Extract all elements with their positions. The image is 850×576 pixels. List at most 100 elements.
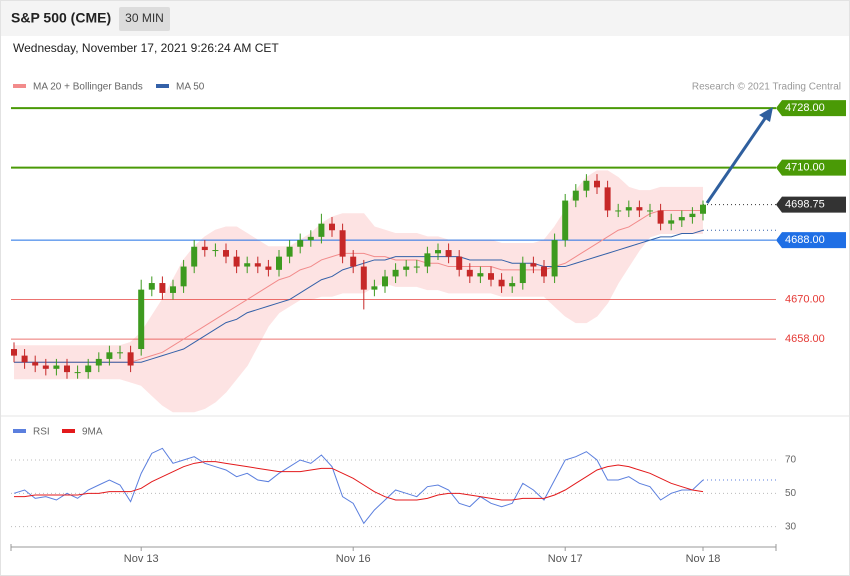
- candle-body: [180, 266, 187, 287]
- candle-body: [170, 286, 176, 293]
- y-tick-label: 50: [785, 488, 797, 499]
- candle-body: [689, 213, 696, 218]
- candle-body: [477, 273, 484, 277]
- level-tag: [776, 159, 846, 176]
- candle-body: [392, 269, 399, 277]
- level-label: 4688.00: [785, 234, 825, 246]
- candle-body: [138, 289, 145, 350]
- candle-body: [678, 217, 685, 221]
- level-label: 4710.00: [785, 161, 825, 173]
- x-tick-label: Nov 17: [548, 553, 583, 565]
- interval-button[interactable]: [119, 7, 170, 31]
- candle-body: [21, 355, 28, 363]
- candle-body: [647, 210, 653, 212]
- candle-body: [519, 263, 526, 284]
- level-tag: [776, 232, 846, 249]
- forecast-arrowhead: [759, 107, 773, 122]
- candle-body: [360, 266, 367, 290]
- candle-body: [350, 256, 357, 267]
- level-tag: [776, 196, 846, 213]
- legend-swatch: [13, 84, 26, 88]
- level-label: 4658.00: [785, 333, 825, 345]
- candle-body: [254, 263, 261, 267]
- x-tick-label: Nov 13: [124, 553, 159, 565]
- candle-body: [307, 236, 314, 241]
- candle-body: [233, 256, 240, 267]
- level-label: 4670.00: [785, 293, 825, 305]
- candle-body: [424, 253, 431, 267]
- candle-body: [572, 190, 579, 201]
- candle-body: [191, 246, 198, 267]
- candle-body: [106, 352, 113, 359]
- candle-body: [466, 269, 473, 277]
- candle-body: [201, 246, 208, 251]
- candle-body: [583, 180, 590, 191]
- candle-body: [53, 365, 60, 369]
- legend-label: MA 50: [176, 82, 205, 93]
- candle-body: [541, 266, 547, 277]
- bollinger-fill: [14, 170, 703, 412]
- y-tick-label: 30: [785, 521, 797, 532]
- candle-body: [435, 250, 441, 254]
- candle-body: [488, 273, 494, 280]
- candle-body: [657, 210, 664, 224]
- candle-body: [148, 283, 155, 290]
- candle-body: [32, 362, 39, 366]
- candle-body: [403, 266, 410, 270]
- bollinger-upper: [14, 170, 703, 347]
- candle-body: [530, 263, 537, 267]
- candle-body: [85, 365, 92, 373]
- candle-body: [117, 352, 123, 354]
- candle-body: [11, 349, 17, 356]
- candle-body: [276, 256, 282, 270]
- timestamp: Wednesday, November 17, 2021 9:26:24 AM …: [13, 41, 279, 55]
- candle-body: [456, 256, 463, 270]
- candle-body: [223, 250, 229, 257]
- legend-label: MA 20 + Bollinger Bands: [33, 82, 143, 93]
- attribution: Research © 2021 Trading Central: [692, 82, 841, 93]
- candle-body: [604, 187, 611, 211]
- legend-label: RSI: [33, 427, 50, 438]
- candle-body: [95, 358, 102, 366]
- legend-swatch: [156, 84, 169, 88]
- candle-body: [127, 352, 134, 366]
- candle-body: [668, 220, 675, 224]
- candle-body: [615, 210, 622, 212]
- candle-body: [74, 372, 81, 374]
- candle-body: [64, 365, 70, 373]
- interval-label: 30 MIN: [125, 11, 164, 25]
- candle-body: [625, 207, 632, 211]
- candle-body: [339, 230, 346, 257]
- candle-body: [382, 276, 388, 287]
- candle-body: [329, 223, 335, 231]
- x-tick-label: Nov 16: [336, 553, 371, 565]
- candle-body: [286, 246, 293, 257]
- y-tick-label: 70: [785, 455, 797, 466]
- candle-body: [636, 207, 643, 211]
- rsi-line: [13, 447, 704, 525]
- candle-body: [297, 240, 304, 247]
- level-label: 4698.75: [785, 199, 825, 211]
- legend-swatch: [62, 429, 75, 433]
- title: S&P 500 (CME): [11, 10, 111, 26]
- candle-body: [498, 279, 505, 287]
- rsi-line: [14, 461, 704, 501]
- candle-body: [318, 223, 325, 237]
- level-label: 4728.00: [785, 102, 825, 114]
- candle-body: [265, 266, 272, 270]
- legend-label: 9MA: [82, 427, 103, 438]
- candle-body: [551, 240, 558, 277]
- candle-body: [212, 250, 219, 252]
- candle-body: [562, 200, 569, 241]
- candle-body: [42, 365, 49, 369]
- candle-body: [413, 266, 420, 268]
- level-tag: [776, 100, 846, 117]
- forecast-arrow: [705, 116, 768, 204]
- x-tick-label: Nov 18: [686, 553, 721, 565]
- candle-body: [700, 204, 706, 214]
- candle-body: [244, 263, 251, 267]
- candle-body: [594, 180, 600, 188]
- legend-swatch: [13, 429, 26, 433]
- candle-body: [159, 283, 166, 293]
